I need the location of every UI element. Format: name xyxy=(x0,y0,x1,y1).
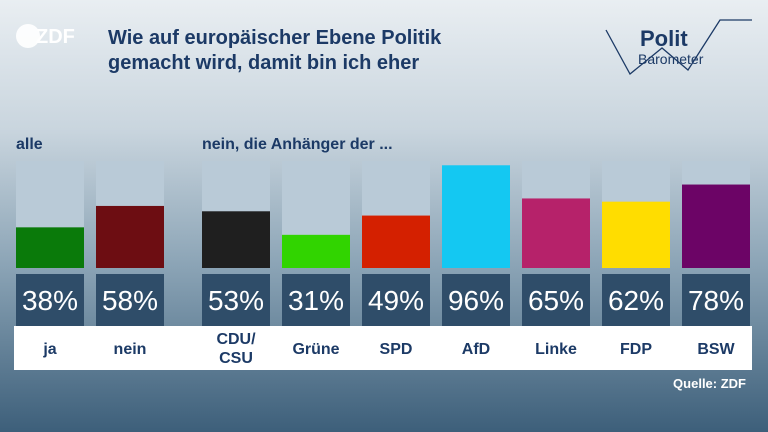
chart-title: Wie auf europäischer Ebene Politik gemac… xyxy=(108,26,528,76)
value-box xyxy=(16,274,84,326)
category-label: nein xyxy=(114,341,147,358)
source-label: Quelle: ZDF xyxy=(673,376,746,391)
brand-line-1: Polit xyxy=(640,26,688,51)
category-label: FDP xyxy=(620,341,652,358)
value-box xyxy=(362,274,430,326)
zdf-logo-text: ZDF xyxy=(36,26,75,48)
value-label: 96% xyxy=(448,285,504,316)
bar xyxy=(362,215,430,268)
value-label: 31% xyxy=(288,285,344,316)
bar xyxy=(442,165,510,268)
category-label: AfD xyxy=(462,341,490,358)
label-strip xyxy=(14,326,752,370)
value-label: 49% xyxy=(368,285,424,316)
value-box xyxy=(202,274,270,326)
value-box xyxy=(682,274,750,326)
value-label: 58% xyxy=(102,285,158,316)
value-label: 78% xyxy=(688,285,744,316)
category-label: BSW xyxy=(697,341,735,358)
brand-line-2: Barometer xyxy=(638,51,704,67)
bar xyxy=(602,201,670,268)
bar xyxy=(682,184,750,268)
value-label: 38% xyxy=(22,285,78,316)
category-label: CSU xyxy=(219,350,253,367)
group-label-anhaenger: nein, die Anhänger der ... xyxy=(202,136,393,153)
bar xyxy=(16,227,84,268)
value-box xyxy=(96,274,164,326)
value-box xyxy=(602,274,670,326)
value-box xyxy=(442,274,510,326)
group-label-alle: alle xyxy=(16,136,43,153)
category-label: SPD xyxy=(380,341,413,358)
value-label: 65% xyxy=(528,285,584,316)
title-line-2: gemacht wird, damit bin ich eher xyxy=(108,52,420,74)
title-line-1: Wie auf europäischer Ebene Politik xyxy=(108,27,442,49)
bar xyxy=(202,211,270,268)
value-label: 53% xyxy=(208,285,264,316)
bar xyxy=(522,198,590,268)
bar xyxy=(96,205,164,268)
value-label: 62% xyxy=(608,285,664,316)
zdf-logo-icon: ZDF xyxy=(16,24,75,48)
bar xyxy=(282,234,350,268)
politbarometer-logo-icon: Polit Barometer xyxy=(605,19,752,75)
category-label: ja xyxy=(42,341,56,358)
value-box xyxy=(522,274,590,326)
category-label: Linke xyxy=(535,341,577,358)
category-label: CDU/ xyxy=(216,331,256,348)
category-label: Grüne xyxy=(292,341,339,358)
value-box xyxy=(282,274,350,326)
